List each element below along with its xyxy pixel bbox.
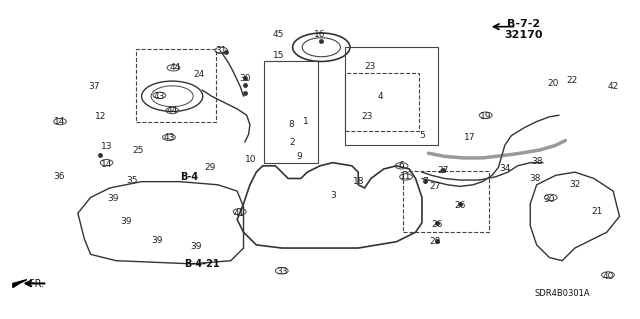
Text: 10: 10 [245,155,257,164]
Text: 32: 32 [569,180,580,189]
Text: 38: 38 [530,174,541,183]
Text: 34: 34 [499,165,511,174]
Text: 14: 14 [54,117,66,126]
Text: 39: 39 [152,236,163,245]
Text: 25: 25 [132,145,144,154]
Text: 22: 22 [566,76,577,85]
Text: 8: 8 [289,120,294,129]
Text: 39: 39 [107,194,118,203]
Text: 35: 35 [126,175,138,185]
Text: 39: 39 [120,217,131,226]
Text: 11: 11 [400,172,412,182]
Text: 45: 45 [273,30,284,39]
Bar [136,49,216,122]
Text: 30: 30 [543,195,555,204]
Text: 32170: 32170 [505,30,543,40]
Text: 13: 13 [100,142,112,151]
Text: 17: 17 [464,133,476,142]
Text: 18: 18 [353,177,364,186]
Text: 43: 43 [154,92,165,101]
Text: 16: 16 [314,30,326,39]
Text: 14: 14 [101,160,112,169]
Text: B-4: B-4 [180,172,198,182]
Text: 38: 38 [531,157,543,166]
Text: 6: 6 [399,161,404,170]
Text: B-4-21: B-4-21 [184,259,220,269]
Bar [346,47,438,145]
Text: B-7-2: B-7-2 [508,19,540,28]
Text: 1: 1 [303,117,309,126]
Text: 39: 39 [190,242,202,251]
Text: 44: 44 [169,63,180,72]
Text: 31: 31 [216,46,227,55]
Text: 23: 23 [362,112,373,121]
Text: 27: 27 [437,166,449,175]
Text: 20: 20 [547,79,558,88]
Text: 33: 33 [276,267,287,276]
Text: 21: 21 [591,207,603,216]
Text: 9: 9 [297,152,303,161]
Text: 29: 29 [205,163,216,172]
Text: 15: 15 [273,51,284,60]
Text: FR.: FR. [29,279,44,289]
Text: 23: 23 [364,62,376,71]
Bar [264,62,318,163]
Text: 4: 4 [378,92,383,101]
Text: 24: 24 [193,70,205,78]
Text: 7: 7 [422,177,428,186]
Text: 36: 36 [53,172,65,182]
Text: 42: 42 [607,82,619,91]
Text: 19: 19 [480,112,492,121]
Text: 37: 37 [88,82,100,91]
Bar [403,171,489,232]
Text: 12: 12 [95,112,106,121]
Text: 2: 2 [289,137,295,147]
Text: 28: 28 [429,237,440,246]
Bar [346,72,419,131]
Text: 27: 27 [429,182,440,191]
Text: SDR4B0301A: SDR4B0301A [534,289,590,298]
Text: 30: 30 [239,74,250,83]
Text: 5: 5 [419,131,425,140]
Text: 3: 3 [330,191,335,200]
Text: 44: 44 [166,106,178,115]
Polygon shape [13,280,27,287]
Text: 40: 40 [602,272,614,281]
Text: 43: 43 [163,133,175,142]
Text: 41: 41 [234,209,245,218]
Text: 26: 26 [454,201,466,210]
Text: 26: 26 [431,220,442,229]
